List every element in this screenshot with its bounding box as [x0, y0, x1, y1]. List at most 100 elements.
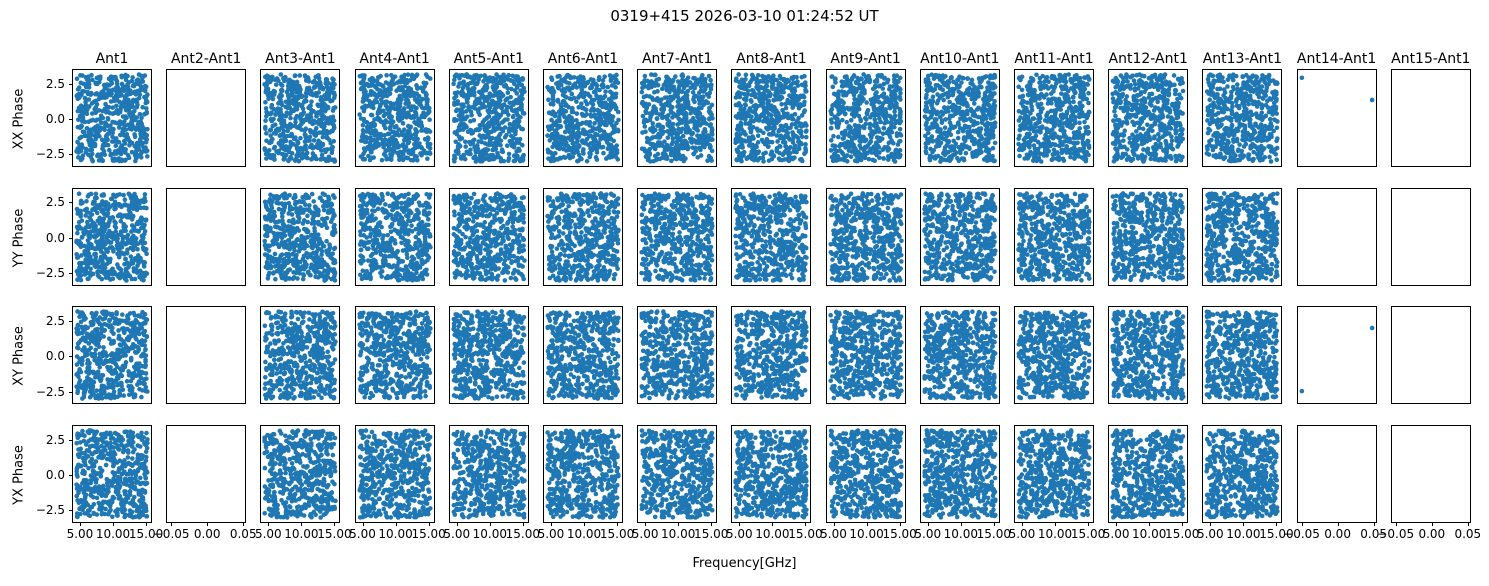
column-title: Ant14-Ant1	[1296, 51, 1377, 67]
panel-xy-phase-ant7-ant1	[637, 306, 718, 405]
y-tick-label: 2.5	[45, 313, 65, 328]
y-tick-mark	[69, 83, 73, 85]
x-tick-mark	[79, 522, 81, 527]
x-tick-mark	[899, 522, 901, 527]
x-tick-label: 10.00	[378, 527, 413, 542]
x-tick-label: 15.00	[1070, 527, 1106, 542]
column-title: Ant10-Ant1	[920, 51, 1000, 67]
x-tick-mark	[113, 522, 114, 527]
x-tick-mark	[395, 522, 397, 527]
x-tick-mark	[1301, 522, 1303, 527]
x-tick-mark	[1182, 522, 1184, 527]
scatter-points-canvas	[920, 307, 999, 404]
panel-xx-phase-ant12-ant1: Ant12-Ant1	[1108, 51, 1189, 167]
panel-yx-phase-ant4-ant1: 5.00 10.00 15.00	[349, 425, 446, 541]
column-title: Ant15-Ant1	[1391, 51, 1471, 67]
x-tick-label: 10.00	[1037, 527, 1073, 542]
column-title: Ant11-Ant1	[1014, 51, 1094, 67]
scatter-points-canvas	[355, 307, 434, 404]
panel-yx-phase-ant3-ant1: 5.00 10.00 15.00	[255, 425, 352, 541]
x-tick-mark	[711, 522, 713, 527]
scatter-points-canvas	[1015, 188, 1093, 285]
y-tick-label: 0.0	[45, 468, 65, 483]
x-tick-label: 0.05	[1360, 527, 1387, 542]
panel-xy-phase-ant4-ant1	[354, 306, 435, 405]
y-tick-mark	[69, 237, 73, 239]
x-tick-mark	[1467, 522, 1469, 527]
panel-yx-phase-ant10-ant1: 5.00 10.00 15.00	[914, 425, 1011, 541]
scatter-points-canvas	[920, 426, 999, 523]
x-tick-mark	[833, 522, 835, 527]
panel-xy-phase-ant12-ant1	[1108, 306, 1189, 405]
panel-yx-phase-ant5-ant1: 5.00 10.00 15.00	[443, 425, 540, 541]
column-title: Ant8-Ant1	[736, 51, 807, 67]
x-tick-mark	[456, 522, 458, 527]
x-tick-mark	[1149, 522, 1151, 527]
panel-xx-phase-ant3-ant1: Ant3-Ant1	[260, 51, 341, 167]
scatter-points-canvas	[73, 70, 151, 166]
column-title: Ant4-Ant1	[359, 51, 430, 67]
x-tick-label: 0.00	[193, 527, 221, 542]
x-tick-mark	[1055, 522, 1056, 527]
panel-yx-phase-ant8-ant1: 5.00 10.00 15.00	[726, 425, 823, 541]
row-axis-label: XY Phase	[11, 326, 27, 387]
row-axis-label: XX Phase	[11, 88, 27, 150]
panel-xx-phase-ant13-ant1: Ant13-Ant1	[1202, 51, 1283, 167]
scatter-points-canvas	[1297, 426, 1376, 523]
x-tick-mark	[1373, 522, 1375, 527]
x-tick-mark	[960, 522, 962, 527]
panel-yx-phase-ant13-ant1: 5.00 10.00 15.00	[1197, 425, 1294, 541]
x-tick-label: 10.00	[1226, 527, 1261, 542]
panel-yy-phase-ant15-ant1	[1390, 187, 1471, 286]
panel-xy-phase-ant8-ant1	[731, 306, 812, 405]
panel-yy-phase-ant4-ant1	[354, 187, 435, 286]
x-tick-label: 10.00	[849, 527, 884, 542]
scatter-points-canvas	[1109, 426, 1188, 523]
panel-xx-phase-ant7-ant1: Ant7-Ant1	[637, 51, 718, 167]
scatter-points-canvas	[826, 70, 905, 166]
x-tick-label: 5.00	[631, 527, 659, 542]
scatter-points-canvas	[1203, 426, 1282, 523]
panel-xy-phase-ant1: 2.5 0.0 −2.5 XY Phase	[12, 306, 152, 405]
column-title: Ant1	[95, 51, 129, 67]
x-tick-mark	[1243, 522, 1245, 527]
x-tick-mark	[927, 522, 929, 527]
panel-xy-phase-ant3-ant1	[260, 306, 341, 405]
column-title: Ant7-Ant1	[641, 51, 713, 67]
y-tick-mark	[69, 119, 73, 120]
scatter-points-canvas	[73, 307, 151, 404]
x-tick-label: 15.00	[1259, 527, 1294, 542]
panel-xy-phase-ant5-ant1	[448, 306, 529, 405]
scatter-points-canvas	[1203, 70, 1282, 166]
x-tick-mark	[1395, 522, 1397, 527]
x-tick-label: 5.00	[537, 527, 565, 542]
panel-xx-phase-ant9-ant1: Ant9-Ant1	[825, 51, 906, 167]
panel-yy-phase-ant14-ant1	[1296, 187, 1377, 286]
x-tick-label: 10.00	[661, 527, 696, 542]
scatter-points-canvas	[449, 70, 528, 166]
scatter-points-canvas	[1391, 188, 1470, 285]
scatter-points-canvas	[355, 70, 434, 166]
panel-xx-phase-ant11-ant1: Ant11-Ant1	[1014, 51, 1094, 167]
y-tick-mark	[69, 475, 73, 477]
scatter-points-canvas	[638, 307, 717, 404]
x-tick-label: 0.00	[1418, 527, 1446, 542]
scatter-points-canvas	[544, 426, 622, 523]
scatter-points-canvas	[1015, 70, 1093, 166]
scatter-points-canvas	[355, 188, 434, 285]
x-tick-label: 15.00	[976, 527, 1012, 542]
x-tick-mark	[1210, 522, 1212, 527]
panel-xy-phase-ant13-ant1	[1202, 306, 1283, 405]
panel-xx-phase-ant6-ant1: Ant6-Ant1	[543, 51, 623, 167]
x-tick-label: 5.00	[443, 527, 471, 542]
x-tick-mark	[243, 522, 245, 527]
column-title: Ant9-Ant1	[830, 51, 901, 67]
x-tick-mark	[522, 522, 524, 527]
y-tick-mark	[69, 439, 73, 441]
x-axis-label: Frequency[GHz]	[692, 556, 797, 571]
panel-yy-phase-ant5-ant1	[448, 187, 529, 286]
panel-xy-phase-ant14-ant1	[1296, 306, 1377, 405]
scatter-points-canvas	[826, 188, 905, 285]
x-tick-mark	[645, 522, 647, 527]
